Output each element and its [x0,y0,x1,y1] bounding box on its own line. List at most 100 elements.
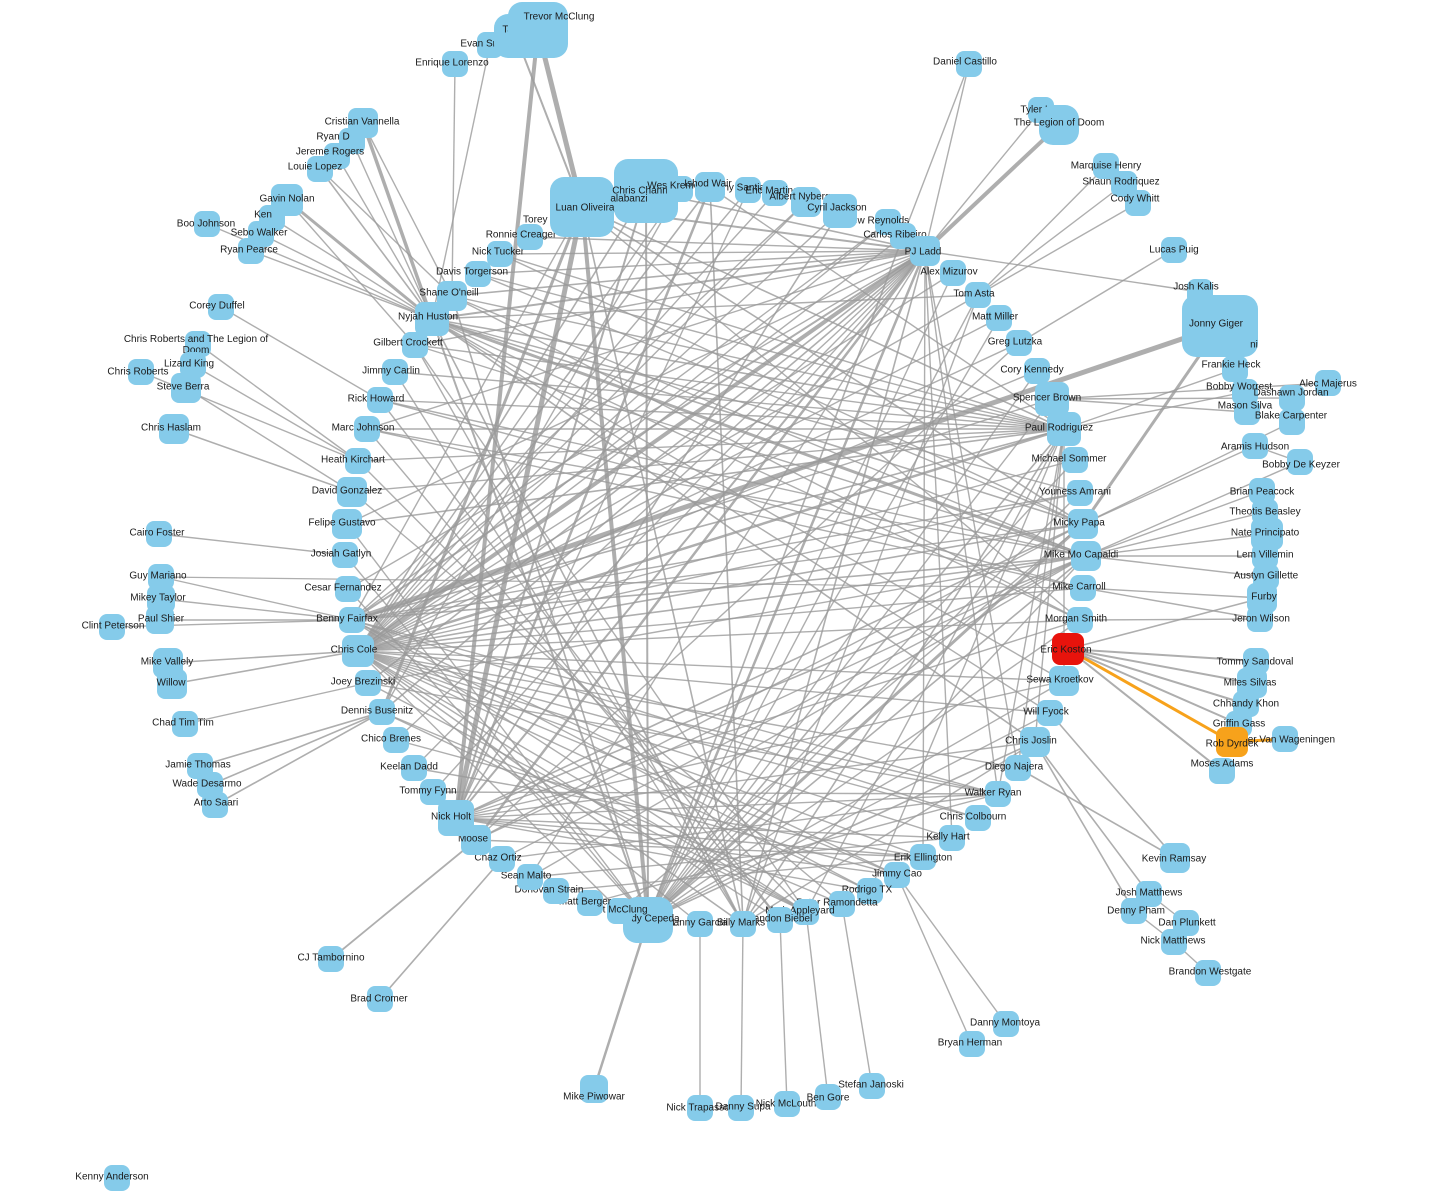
graph-node[interactable] [367,387,393,413]
graph-node[interactable] [735,177,761,203]
graph-node[interactable] [687,1095,713,1121]
graph-node[interactable] [1067,480,1093,506]
graph-node[interactable] [1062,447,1088,473]
graph-node[interactable] [728,1095,754,1121]
graph-node[interactable] [382,359,408,385]
graph-node[interactable] [543,878,569,904]
graph-node[interactable] [99,614,125,640]
graph-node[interactable] [465,261,491,287]
graph-node[interactable] [1071,541,1101,571]
graph-node[interactable] [993,1011,1019,1037]
graph-node[interactable] [194,211,220,237]
graph-node[interactable] [1279,385,1305,411]
graph-node[interactable] [1006,330,1032,356]
graph-node[interactable] [345,448,371,474]
graph-node[interactable] [487,241,513,267]
graph-node[interactable] [1068,509,1098,539]
graph-node[interactable] [1024,358,1050,384]
graph-node[interactable] [157,669,187,699]
graph-node-selected[interactable] [1216,727,1248,757]
graph-node[interactable] [489,846,515,872]
graph-node[interactable] [577,890,603,916]
graph-node[interactable] [1070,575,1096,601]
graph-node[interactable] [1161,929,1187,955]
graph-node[interactable] [859,1073,885,1099]
graph-node[interactable] [402,332,428,358]
graph-node[interactable] [959,1031,985,1057]
graph-node[interactable] [238,238,264,264]
graph-node[interactable] [1182,295,1258,357]
graph-node[interactable] [1067,607,1093,633]
graph-node[interactable] [1121,898,1147,924]
graph-node[interactable] [1125,190,1151,216]
graph-node[interactable] [401,755,427,781]
graph-node[interactable] [1315,370,1341,396]
graph-node[interactable] [332,542,358,568]
graph-node[interactable] [793,899,819,925]
graph-node[interactable] [383,727,409,753]
graph-node[interactable] [202,792,228,818]
graph-node[interactable] [695,172,725,202]
graph-node[interactable] [1020,727,1050,757]
graph-node[interactable] [730,911,756,937]
graph-node[interactable] [767,907,793,933]
graph-node[interactable] [884,862,910,888]
graph-node[interactable] [128,359,154,385]
graph-node[interactable] [508,2,568,58]
graph-node[interactable] [1035,382,1069,416]
graph-node[interactable] [208,294,234,320]
graph-node[interactable] [939,825,965,851]
graph-node[interactable] [104,1165,130,1191]
graph-node[interactable] [965,805,991,831]
graph-node[interactable] [1234,399,1260,425]
graph-node[interactable] [438,800,474,836]
graph-node[interactable] [1279,409,1305,435]
graph-node[interactable] [1222,356,1248,382]
graph-node[interactable] [318,946,344,972]
graph-node[interactable] [517,224,543,250]
graph-node[interactable] [815,1084,841,1110]
graph-node[interactable] [1209,758,1235,784]
graph-node[interactable] [1047,412,1081,446]
graph-node[interactable] [687,911,713,937]
graph-node[interactable] [1037,700,1063,726]
graph-node[interactable] [940,260,966,286]
graph-node[interactable] [774,1091,800,1117]
graph-node[interactable] [339,607,365,633]
graph-node[interactable] [159,414,189,444]
graph-node[interactable] [1160,843,1190,873]
graph-node[interactable] [1242,433,1268,459]
graph-node[interactable] [1039,105,1079,145]
graph-node[interactable] [607,898,633,924]
graph-node[interactable] [517,864,543,890]
graph-node[interactable] [146,521,172,547]
graph-node[interactable] [146,606,174,634]
graph-node[interactable] [580,1075,608,1103]
graph-node[interactable] [171,373,201,403]
graph-node[interactable] [172,711,198,737]
graph-node[interactable] [307,156,333,182]
graph-node[interactable] [1195,960,1221,986]
graph-node[interactable] [985,781,1011,807]
graph-node[interactable] [857,878,883,904]
graph-node[interactable] [337,477,367,507]
graph-node[interactable] [762,180,788,206]
graph-node[interactable] [965,282,991,308]
graph-node[interactable] [332,509,362,539]
graph-node[interactable] [910,844,936,870]
graph-node[interactable] [442,51,468,77]
graph-node[interactable] [910,236,940,266]
graph-node[interactable] [667,176,693,202]
graph-node[interactable] [335,576,361,602]
graph-node[interactable] [1247,606,1273,632]
graph-node[interactable] [1005,755,1031,781]
graph-node[interactable] [823,194,857,228]
graph-node-highlighted[interactable] [1052,633,1084,665]
graph-node[interactable] [550,177,614,237]
graph-node[interactable] [1161,237,1187,263]
graph-node[interactable] [355,670,381,696]
graph-node[interactable] [354,416,380,442]
graph-node[interactable] [956,51,982,77]
graph-node[interactable] [1272,726,1298,752]
graph-node[interactable] [369,699,395,725]
